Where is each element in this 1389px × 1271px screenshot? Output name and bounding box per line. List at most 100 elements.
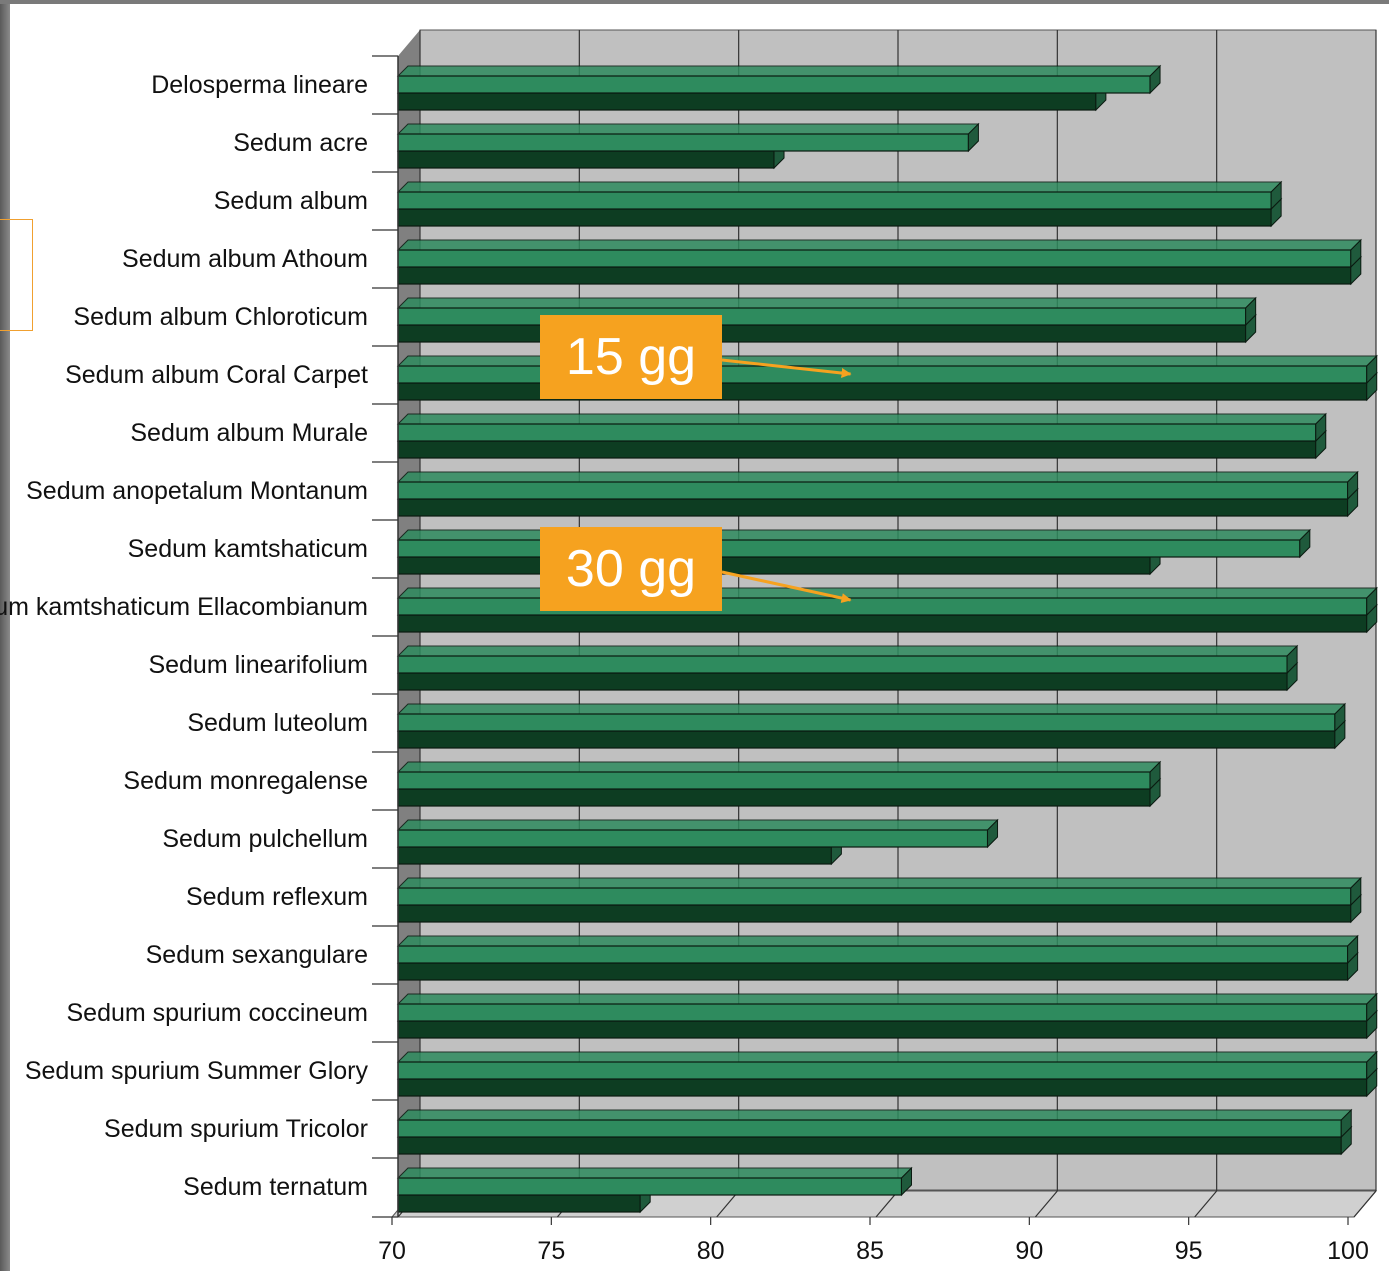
category-label: Sedum spurium coccineum [66,999,368,1027]
x-tick-label: 85 [856,1237,884,1265]
category-label: Sedum monregalense [123,767,368,795]
bar-front [397,672,1288,691]
category-label: Sedum album Chloroticum [73,303,368,331]
bar-end [1315,412,1327,443]
bar-front [397,75,1151,94]
bar-end [1299,528,1311,559]
bar-front [397,539,1301,558]
bar-front [397,150,775,169]
bar-top [396,877,1363,889]
bar-front [397,307,1247,326]
bar-end [1347,470,1359,501]
bar-front [397,266,1352,285]
bar-series1 [396,702,1347,733]
x-tick-label: 100 [1327,1237,1369,1265]
bar-top [396,993,1378,1005]
bar-front [397,133,970,152]
bar-front [397,1177,903,1196]
bar-front [397,498,1349,517]
bar-series1 [396,644,1299,675]
bar-front [397,1078,1368,1097]
bar-series1 [396,412,1327,443]
bar-top [396,819,999,831]
bar-front [397,208,1272,227]
bar-front [397,423,1317,442]
bar-front [397,887,1352,906]
bar-front [397,1061,1368,1080]
bar-end [1270,180,1282,211]
bar-end [1149,64,1161,95]
bar-front [397,1003,1368,1022]
bar-front [397,614,1368,633]
bar-series1 [396,180,1283,211]
callout-arrow-15gg [721,358,852,378]
bar-end [1366,586,1378,617]
bar-top [396,239,1363,251]
slide-left-edge [0,0,10,1271]
bar-top [396,1167,913,1179]
category-label: Sedum kamtshaticum Ellacombianum [0,593,368,621]
bar-top [396,181,1283,193]
bars [396,64,1378,1214]
bar-front [397,713,1336,732]
bar-front [397,556,1151,575]
bar-top [396,935,1359,947]
slide-top-edge [0,0,1389,4]
side-frame-decoration [0,219,33,331]
bar-top [396,123,980,135]
bar-top [396,1051,1378,1063]
bar-front [397,440,1317,459]
bar-end [1286,644,1298,675]
bar-end [1366,1050,1378,1081]
bar-series1 [396,238,1363,269]
x-tick-label: 95 [1175,1237,1203,1265]
bar-series1 [396,992,1378,1023]
category-label: Sedum acre [233,129,368,157]
bar-front [397,324,1247,343]
bar-front [397,730,1336,749]
category-label: Sedum sexangulare [146,941,368,969]
callout-arrows [721,358,852,603]
bar-front [397,655,1288,674]
bar-series1 [396,528,1312,559]
bar-end [987,818,999,849]
bar-front [397,771,1151,790]
bar-series1 [396,1166,913,1197]
bar-front [397,945,1349,964]
bar-front [397,829,989,848]
bar-front [397,1119,1342,1138]
bar-end [1245,296,1257,327]
category-label: Sedum album Murale [130,419,368,447]
bar-series1 [396,934,1359,965]
bar-end [1347,934,1359,965]
bar-end [1340,1108,1352,1139]
callout-15gg: 15 gg [540,315,722,399]
bar-front [397,249,1352,268]
category-label: Sedum linearifolium [148,651,368,679]
bar-top [396,413,1327,425]
x-tick-label: 75 [537,1237,565,1265]
category-label: Sedum ternatum [183,1173,368,1201]
x-tick-label: 70 [378,1237,406,1265]
category-label: Sedum kamtshaticum [128,535,368,563]
bar-front [397,92,1097,111]
bar-top [396,529,1312,541]
bar-top [396,703,1347,715]
category-label: Sedum pulchellum [162,825,368,853]
bar-end [900,1166,912,1197]
bar-series1 [396,64,1162,95]
callout-30gg: 30 gg [540,527,722,611]
bar-series1 [396,296,1257,327]
category-label: Sedum anopetalum Montanum [26,477,368,505]
axes [372,55,1349,1225]
x-tick-label: 90 [1015,1237,1043,1265]
labels: Delosperma lineare Sedum acre Sedum album S… [0,71,1369,1265]
bar-front [397,481,1349,500]
bar-top [396,65,1162,77]
bar-end [1334,702,1346,733]
bar-top [396,761,1162,773]
bar-series1 [396,1050,1378,1081]
bar-front [397,191,1272,210]
bar-end [1366,992,1378,1023]
